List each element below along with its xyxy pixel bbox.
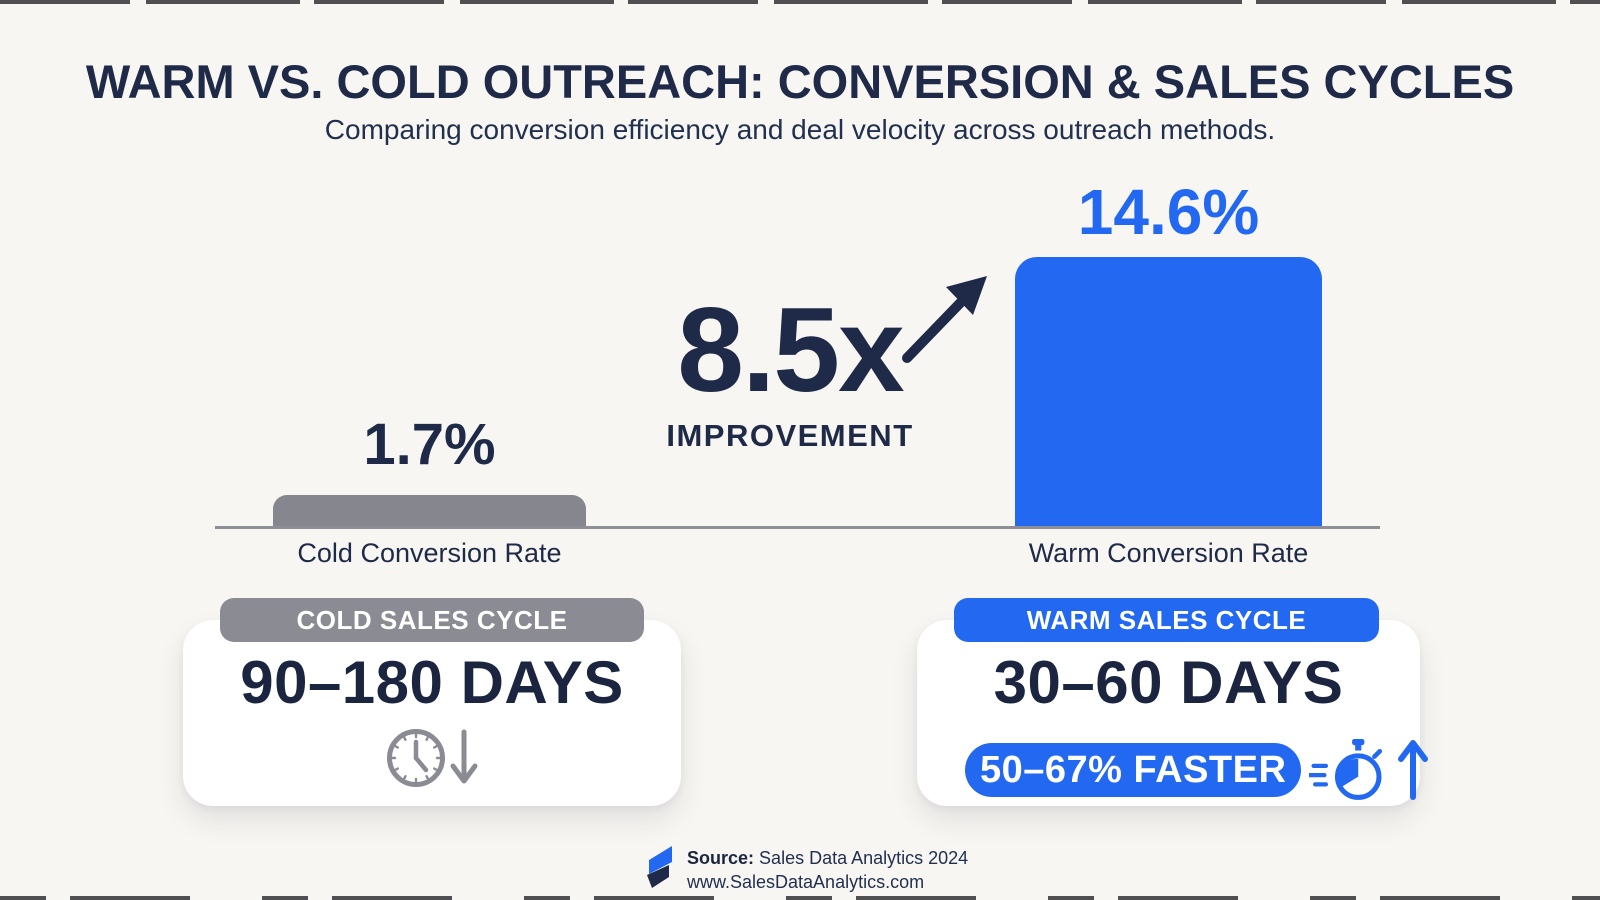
source-value: Sales Data Analytics 2024 [759, 848, 969, 868]
page-subtitle: Comparing conversion efficiency and deal… [324, 114, 1276, 145]
improvement-caption: IMPROVEMENT [666, 418, 914, 453]
cold-axis-label: Cold Conversion Rate [297, 538, 562, 568]
warm-bar-value: 14.6% [1077, 176, 1260, 248]
cold-cycle-duration: 90–180 DAYS [240, 649, 624, 716]
arrow-up-icon [1398, 740, 1429, 800]
chart-baseline [215, 526, 1380, 529]
source-label: Source: [687, 848, 755, 868]
warm-cycle-pill: WARM SALES CYCLE [954, 598, 1379, 642]
source-line: Source: Sales Data Analytics 2024 [687, 846, 968, 870]
faster-badge: 50–67% FASTER [965, 743, 1302, 797]
warm-axis-label: Warm Conversion Rate [1028, 538, 1309, 568]
cold-conversion-bar [273, 495, 586, 526]
page-title: WARM VS. COLD OUTREACH: CONVERSION & SAL… [85, 55, 1515, 108]
footer: Source: Sales Data Analytics 2024 www.Sa… [645, 846, 968, 895]
footer-text: Source: Sales Data Analytics 2024 www.Sa… [687, 846, 968, 895]
cold-bar-value: 1.7% [363, 412, 496, 477]
top-edge-artifact [0, 0, 1600, 4]
warm-cycle-duration: 30–60 DAYS [993, 649, 1344, 716]
warm-cycle-pill-label: WARM SALES CYCLE [1026, 604, 1307, 635]
improvement-multiplier: 8.5x [677, 283, 905, 417]
warm-cycle-extra-row: 50–67% FASTER [965, 737, 1429, 803]
improvement-annotation: 8.5x IMPROVEMENT [615, 290, 965, 454]
trend-up-arrow-icon [902, 276, 987, 363]
arrow-down-icon [450, 729, 478, 784]
sales-data-analytics-logo [647, 846, 672, 888]
clock-icon [387, 729, 445, 787]
bottom-edge-artifact [0, 896, 1600, 900]
cold-cycle-icons [183, 726, 681, 790]
website-url: www.SalesDataAnalytics.com [687, 872, 925, 893]
cold-cycle-pill: COLD SALES CYCLE [220, 598, 644, 642]
warm-conversion-bar [1015, 257, 1322, 526]
cold-cycle-card [183, 620, 681, 806]
cold-cycle-pill-label: COLD SALES CYCLE [296, 604, 568, 635]
stopwatch-icon [1309, 738, 1383, 800]
